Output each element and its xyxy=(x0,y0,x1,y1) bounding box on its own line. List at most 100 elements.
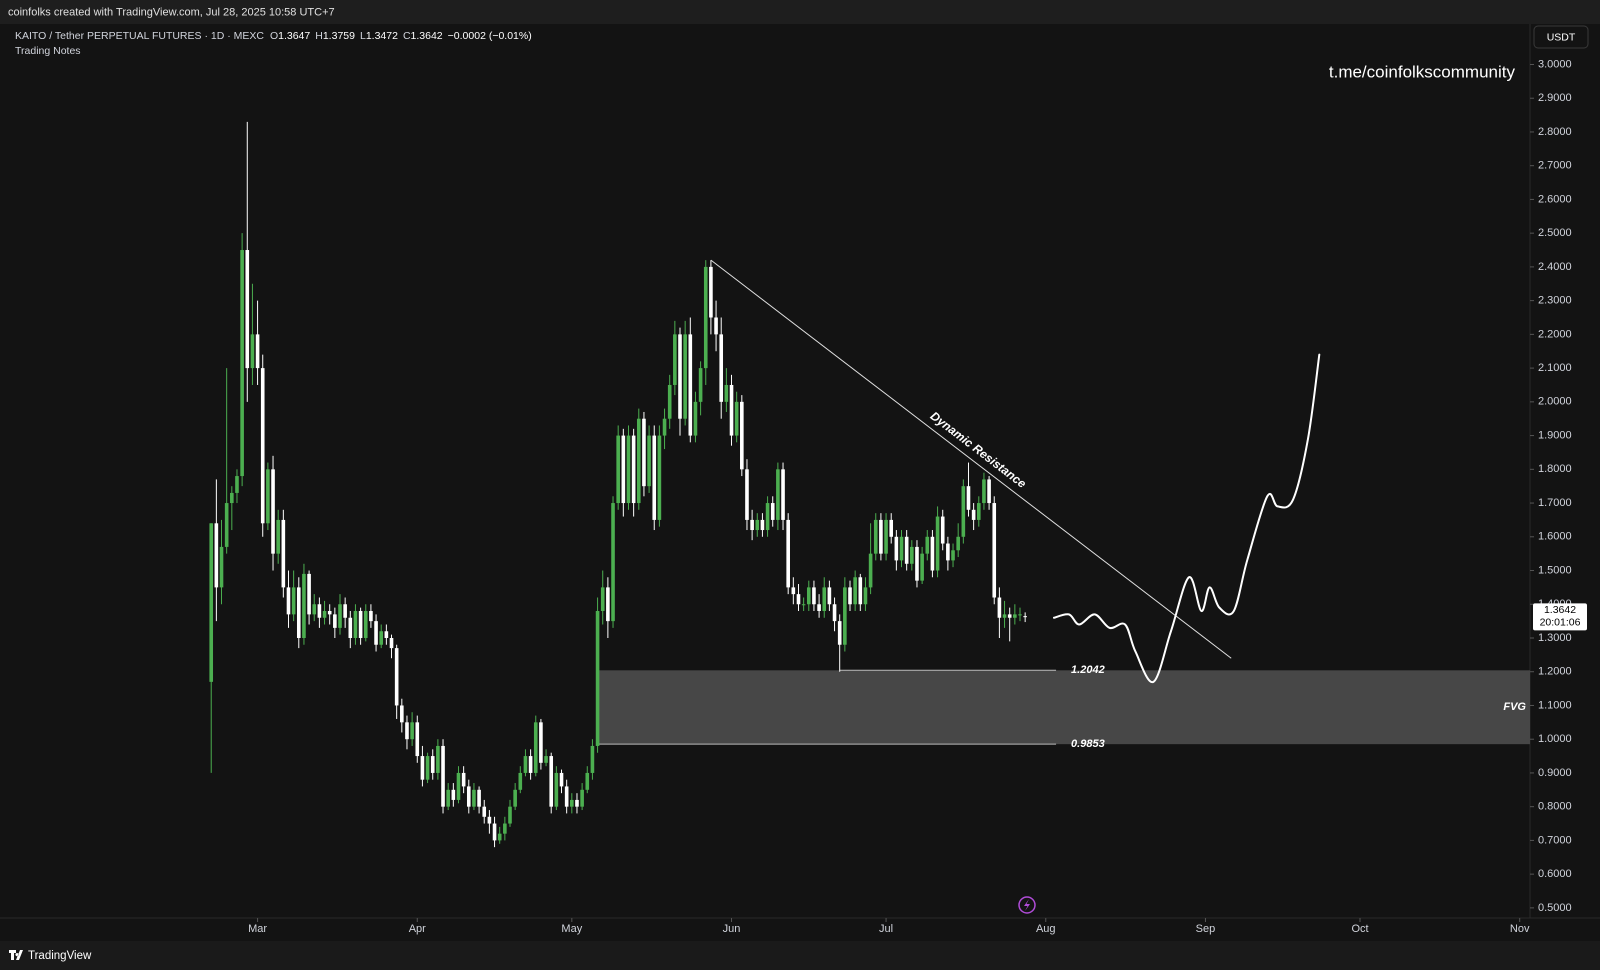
x-tick-label: Aug xyxy=(1036,923,1056,935)
candle-body xyxy=(915,546,919,581)
candle-body xyxy=(296,587,301,638)
y-tick-label: 2.8000 xyxy=(1538,126,1572,138)
candle-body xyxy=(322,611,327,618)
candle-body xyxy=(389,637,394,649)
candle-body xyxy=(333,614,337,628)
candle-body xyxy=(276,519,280,554)
candle-body xyxy=(570,799,574,807)
candle-body xyxy=(281,519,286,588)
last-price-label: 1.3642 xyxy=(1544,604,1576,616)
ohlc-value: 1.3759 xyxy=(323,30,355,42)
candle-body xyxy=(384,631,389,638)
y-tick-label: 2.3000 xyxy=(1538,295,1572,307)
y-tick-label: 2.4000 xyxy=(1538,261,1572,273)
candle-body xyxy=(441,745,445,807)
candle-body xyxy=(374,621,378,645)
x-tick-label: Jun xyxy=(723,923,741,935)
candle-body xyxy=(255,334,260,369)
candle-body xyxy=(451,789,456,800)
candle-body xyxy=(307,573,311,615)
ohlc-label: H xyxy=(315,30,323,42)
y-tick-label: 2.0000 xyxy=(1538,396,1572,408)
candle-body xyxy=(214,523,219,588)
candle-body xyxy=(533,722,538,773)
alert-icon[interactable] xyxy=(1018,896,1036,914)
candle-body xyxy=(729,384,734,436)
candle-body xyxy=(369,611,373,622)
candle-body xyxy=(858,577,863,605)
candle-body xyxy=(636,418,641,504)
candle-body xyxy=(678,334,682,419)
candle-body xyxy=(549,756,554,807)
candle-body xyxy=(971,509,976,520)
candle-body xyxy=(673,334,677,385)
candle-body xyxy=(317,604,322,618)
candle-body xyxy=(832,604,837,622)
candle-body xyxy=(992,503,997,598)
y-tick-label: 3.0000 xyxy=(1538,58,1572,70)
y-tick-label: 1.9000 xyxy=(1538,429,1572,441)
candle-body xyxy=(461,772,466,787)
candle-body xyxy=(585,772,590,790)
candle-body xyxy=(884,519,888,554)
candle-body xyxy=(935,516,940,571)
top-bar xyxy=(0,0,1600,24)
currency[interactable]: USDT xyxy=(1547,31,1576,43)
brand-logo xyxy=(9,950,23,960)
trendline xyxy=(710,259,1232,659)
candle-body xyxy=(873,519,878,554)
candle-body xyxy=(487,816,492,824)
candle-body xyxy=(508,806,512,824)
alert-bolt[interactable] xyxy=(1024,899,1030,911)
x-tick-label: Mar xyxy=(248,923,267,935)
candle-body xyxy=(843,587,847,645)
candle-body xyxy=(405,722,409,740)
x-tick-label: Oct xyxy=(1351,923,1368,935)
candle-body xyxy=(564,786,569,807)
y-tick-label: 0.6000 xyxy=(1538,868,1572,880)
candle-body xyxy=(698,368,703,402)
candle-body xyxy=(853,577,857,605)
candle-body xyxy=(513,789,517,807)
candle-body xyxy=(956,536,960,551)
candle-body xyxy=(812,587,816,605)
candle-body xyxy=(987,479,991,504)
candle-body xyxy=(940,516,945,544)
alert-circle[interactable] xyxy=(1018,896,1036,914)
candle-body xyxy=(1023,616,1027,618)
y-tick-label: 1.8000 xyxy=(1538,463,1572,475)
footer-bar xyxy=(0,941,1600,970)
candle-body xyxy=(796,594,801,605)
candle-body xyxy=(889,519,894,537)
y-tick-label: 0.7000 xyxy=(1538,834,1572,846)
candle-body xyxy=(379,631,384,645)
y-tick-label: 2.5000 xyxy=(1538,227,1572,239)
candle-body xyxy=(657,435,662,520)
candle-body xyxy=(528,756,533,773)
candle-body xyxy=(271,469,275,554)
candle-body xyxy=(848,587,852,605)
candle-body xyxy=(801,604,806,606)
candle-body xyxy=(662,418,667,436)
candle-body xyxy=(724,384,729,402)
candle-body xyxy=(951,550,955,561)
candle-body xyxy=(554,772,559,807)
candle-body xyxy=(642,418,646,487)
candle-body xyxy=(606,587,610,622)
candle-body xyxy=(539,722,543,763)
legend-line: KAITO / Tether PERPETUAL FUTURES · 1D · … xyxy=(15,30,532,42)
candle-body xyxy=(575,799,579,807)
y-tick-label: 1.7000 xyxy=(1538,497,1572,509)
candle-body xyxy=(997,597,1002,618)
candle-body xyxy=(631,435,636,504)
candle-body xyxy=(580,789,584,807)
candle-body xyxy=(544,756,548,763)
candle-body xyxy=(827,587,832,605)
candle-body xyxy=(776,469,780,520)
currency-box[interactable] xyxy=(1533,25,1589,49)
y-tick-label: 2.1000 xyxy=(1538,362,1572,374)
candle-body xyxy=(559,772,564,787)
